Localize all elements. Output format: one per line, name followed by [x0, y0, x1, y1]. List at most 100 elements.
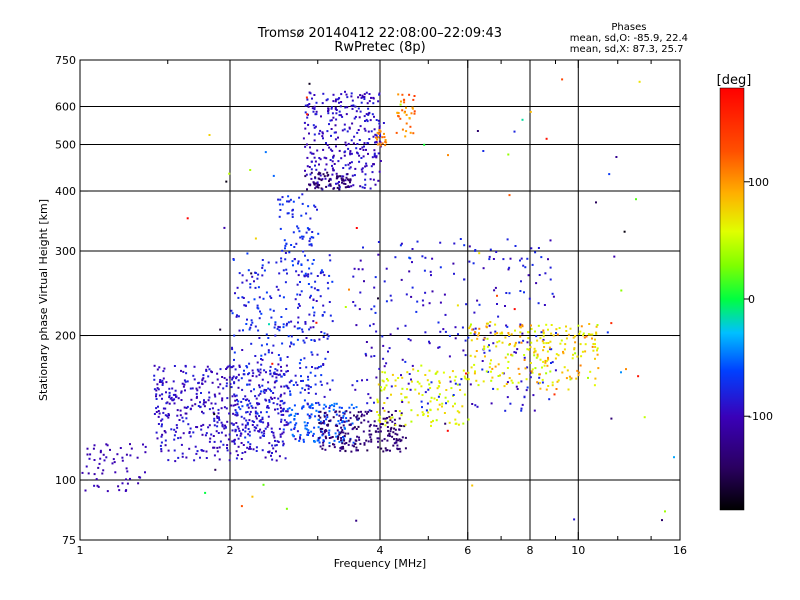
scatter-point [311, 231, 314, 233]
scatter-point [661, 519, 663, 522]
scatter-point [231, 366, 234, 369]
scatter-point [336, 425, 339, 427]
scatter-point [325, 99, 328, 102]
scatter-point [303, 421, 306, 424]
scatter-point [269, 365, 272, 368]
scatter-point [242, 297, 245, 299]
scatter-point [275, 373, 278, 376]
scatter-point [160, 425, 163, 428]
scatter-point [332, 156, 335, 159]
scatter-point [208, 391, 211, 394]
scatter-point [286, 272, 288, 275]
scatter-point [158, 412, 161, 415]
scatter-point [411, 106, 414, 109]
scatter-point [482, 338, 485, 341]
scatter-point [381, 379, 384, 382]
scatter-point [245, 323, 248, 325]
scatter-point [370, 130, 373, 133]
scatter-point [361, 170, 364, 173]
scatter-point [196, 395, 198, 398]
scatter-point [511, 354, 514, 357]
scatter-point [263, 430, 266, 433]
scatter-point [205, 368, 208, 371]
scatter-point [250, 390, 253, 393]
scatter-point [329, 419, 332, 422]
scatter-point [230, 422, 233, 425]
scatter-point [375, 140, 378, 143]
scatter-point [179, 414, 182, 417]
scatter-point [219, 440, 222, 443]
scatter-point [523, 354, 526, 356]
scatter-point [474, 370, 476, 373]
scatter-point [245, 304, 247, 307]
scatter-point [576, 369, 579, 372]
scatter-point [577, 324, 580, 327]
scatter-point [377, 136, 380, 139]
scatter-point [447, 154, 449, 157]
scatter-point [211, 381, 214, 384]
scatter-point [314, 280, 317, 283]
scatter-point [361, 167, 364, 170]
scatter-point [259, 392, 262, 395]
scatter-point [312, 236, 315, 239]
scatter-point [581, 350, 584, 353]
scatter-point [213, 424, 216, 427]
scatter-point [293, 404, 296, 407]
scatter-point [285, 308, 288, 310]
scatter-point [185, 407, 188, 409]
scatter-point [553, 393, 556, 396]
scatter-point [99, 449, 102, 452]
scatter-point [360, 168, 363, 171]
scatter-point [241, 452, 244, 454]
scatter-point [164, 407, 167, 410]
scatter-point [388, 435, 391, 437]
scatter-point [416, 380, 419, 383]
scatter-point [489, 321, 492, 323]
scatter-point [304, 321, 307, 323]
scatter-point [370, 410, 373, 412]
scatter-point [201, 382, 203, 385]
scatter-point [266, 425, 269, 428]
scatter-point [315, 321, 318, 324]
scatter-point [243, 417, 246, 420]
scatter-point [520, 257, 523, 260]
scatter-point [448, 334, 451, 337]
scatter-point [381, 423, 384, 426]
scatter-point [290, 341, 293, 344]
scatter-point [531, 371, 534, 374]
scatter-point [305, 337, 308, 339]
scatter-point [229, 383, 232, 386]
scatter-point [431, 257, 434, 260]
scatter-point [178, 419, 181, 421]
scatter-point [328, 183, 331, 186]
scatter-point [246, 421, 249, 424]
scatter-point [240, 458, 243, 460]
scatter-point [421, 255, 424, 258]
scatter-point [233, 440, 236, 443]
scatter-point [550, 362, 552, 364]
scatter-point [299, 391, 302, 394]
scatter-point [495, 345, 498, 348]
scatter-point [261, 416, 264, 419]
scatter-point [235, 377, 237, 380]
scatter-point [292, 231, 295, 234]
scatter-point [144, 471, 146, 474]
scatter-point [594, 343, 596, 346]
scatter-point [370, 440, 373, 443]
scatter-point [273, 386, 276, 389]
scatter-point [313, 440, 316, 443]
scatter-point [85, 465, 88, 468]
scatter-point [205, 450, 208, 453]
scatter-point [234, 368, 237, 371]
scatter-point [289, 198, 292, 201]
scatter-point [316, 275, 319, 277]
scatter-point [231, 378, 234, 381]
scatter-point [342, 178, 345, 181]
scatter-point [515, 351, 517, 354]
scatter-point [366, 402, 369, 405]
scatter-point [248, 430, 251, 433]
scatter-point [380, 386, 382, 389]
scatter-point [375, 155, 378, 158]
scatter-point [436, 387, 439, 390]
scatter-point [269, 295, 272, 298]
